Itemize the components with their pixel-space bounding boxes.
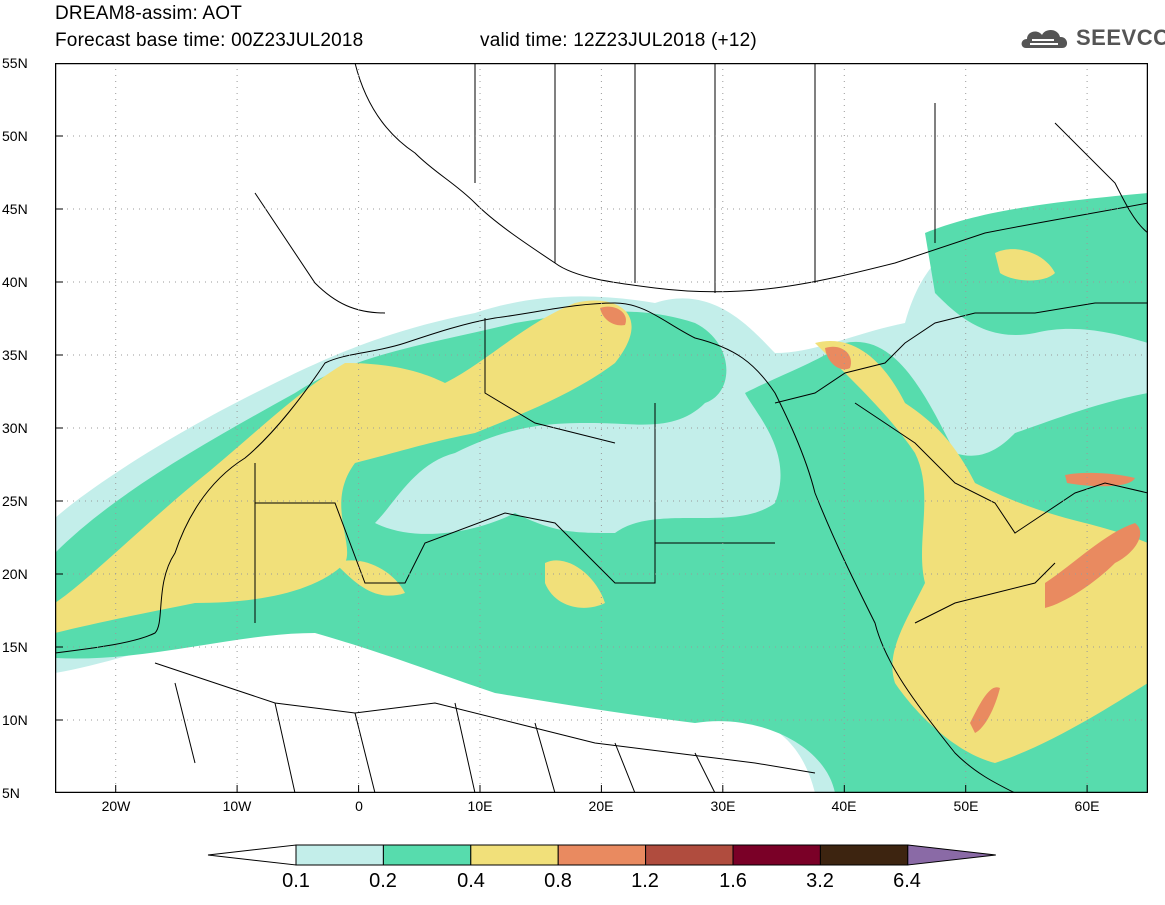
aot-contour-0.8-oman [1045, 523, 1141, 608]
logo-text: SEEVCCC [1076, 25, 1165, 50]
map-ticks [55, 135, 1088, 793]
colorbar-label-0.1: 0.1 [282, 870, 310, 892]
lat-label-40n: 40N [2, 274, 28, 290]
country-borders [55, 63, 1148, 793]
lat-label-15n: 15N [2, 639, 28, 655]
colorbar-swatch-3 [470, 844, 559, 866]
lat-label-10n: 10N [2, 712, 28, 728]
aot-contour-0.4 [55, 300, 632, 633]
colorbar-label-0.8: 0.8 [544, 870, 572, 892]
lon-label-50e: 50E [953, 798, 979, 814]
graticule [55, 63, 1148, 793]
lat-label-45n: 45N [2, 201, 28, 217]
lon-label-10w: 10W [222, 798, 252, 814]
aot-contour-0.8-gulf [1065, 472, 1135, 487]
colorbar-swatch-7 [819, 844, 909, 866]
colorbar [207, 844, 996, 866]
aot-contour-0.4-sahel [335, 560, 405, 596]
lat-label-20n: 20N [2, 566, 28, 582]
colorbar-label-3.2: 3.2 [806, 870, 834, 892]
colorbar-label-0.4: 0.4 [457, 870, 485, 892]
colorbar-swatch-6 [732, 844, 821, 866]
seevccc-logo: SEEVCCC [1018, 22, 1165, 54]
lat-label-35n: 35N [2, 347, 28, 363]
colorbar-swatch-1 [295, 844, 384, 866]
lat-label-50n: 50N [2, 128, 28, 144]
colorbar-label-0.2: 0.2 [369, 870, 397, 892]
colorbar-arrow-low [207, 844, 297, 866]
colorbar-swatch-5 [645, 844, 734, 866]
colorbar-label-1.2: 1.2 [631, 870, 659, 892]
lon-label-10e: 10E [467, 798, 493, 814]
colorbar-swatch-2 [382, 844, 472, 866]
aot-contour-0.4-arabia [815, 341, 1148, 763]
cloud-icon [1021, 29, 1068, 48]
lon-label-60e: 60E [1074, 798, 1100, 814]
aot-map [55, 63, 1148, 793]
lat-label-30n: 30N [2, 420, 28, 436]
lat-label-55n: 55N [2, 55, 28, 71]
lat-label-5n: 5N [2, 785, 20, 801]
aot-contour-0.4-caspian [995, 249, 1055, 281]
lon-label-30e: 30E [710, 798, 736, 814]
colorbar-label-1.6: 1.6 [719, 870, 747, 892]
lon-label-20e: 20E [588, 798, 614, 814]
aot-contour-0.4-chad [545, 560, 605, 608]
aot-contour-0.8-horn [970, 687, 1000, 733]
colorbar-label-6.4: 6.4 [893, 870, 921, 892]
lon-label-40e: 40E [831, 798, 857, 814]
forecast-base-time: Forecast base time: 00Z23JUL2018 [55, 30, 364, 51]
colorbar-arrow-high [907, 844, 996, 866]
aot-contour-0.8 [600, 306, 626, 326]
map-title: DREAM8-assim: AOT [55, 3, 243, 24]
valid-time: valid time: 12Z23JUL2018 (+12) [480, 30, 757, 51]
colorbar-swatch-4 [557, 844, 647, 866]
lon-label-0: 0 [355, 798, 363, 814]
lon-label-20w: 20W [101, 798, 131, 814]
lat-label-25n: 25N [2, 493, 28, 509]
